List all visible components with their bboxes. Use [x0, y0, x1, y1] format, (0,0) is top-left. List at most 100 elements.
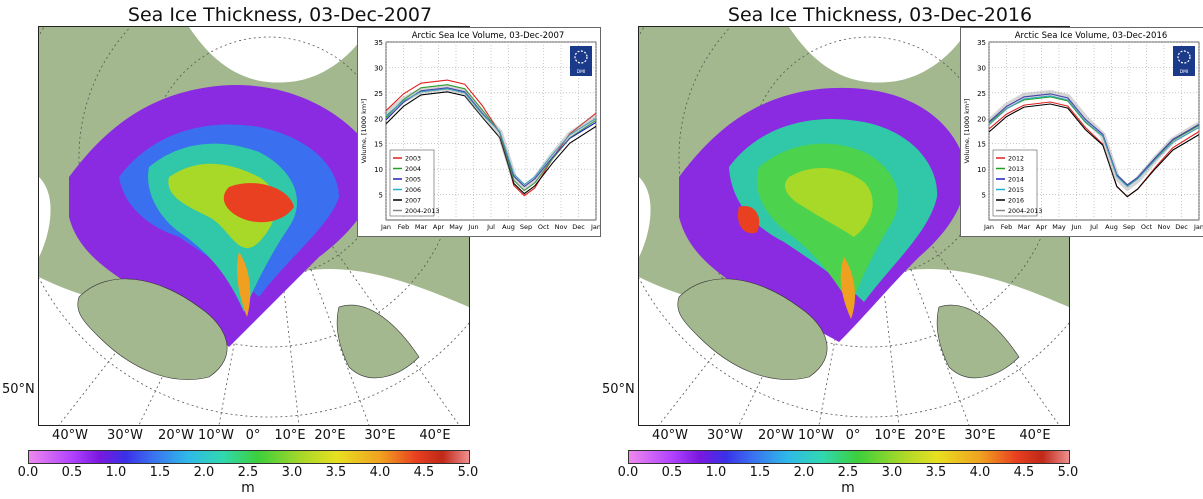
xtick-label: Mar	[415, 223, 428, 231]
colorbar-tick: 1.5	[749, 465, 771, 480]
colorbar-tick: 2.5	[837, 465, 859, 480]
series-line	[988, 95, 1200, 188]
legend-label: 2013	[1008, 166, 1024, 173]
lat-label: 50°N	[602, 382, 635, 397]
lon-label: 10°W	[198, 428, 234, 443]
colorbar-tick: 4.5	[1013, 465, 1035, 480]
legend-label: 2004	[405, 166, 421, 173]
inset-title: Arctic Sea Ice Volume, 03-Dec-2016	[1015, 31, 1168, 41]
xtick-label: Jul	[1089, 223, 1098, 231]
lon-labels: 40°W 30°W 20°W 10°W 0° 10°E 20°E 30°E 40…	[38, 428, 468, 444]
colorbar-tick: 0.0	[17, 465, 39, 480]
xtick-label: Jul	[486, 223, 495, 231]
colorbar-tick: 3.5	[325, 465, 347, 480]
series-line	[384, 84, 598, 192]
lon-labels: 40°W 30°W 20°W 10°W 0° 10°E 20°E 30°E 40…	[638, 428, 1068, 444]
ytick-label: 35	[977, 39, 986, 47]
colorbar-tick: 4.0	[969, 465, 991, 480]
colorbar-tick: 5.0	[457, 465, 479, 480]
lon-label: 10°E	[874, 428, 906, 443]
xtick-label: May	[1052, 223, 1066, 231]
volume-inset-chart: Arctic Sea Ice Volume, 03-Dec-2016 5 10 15 2…	[960, 27, 1203, 237]
inset-svg: Arctic Sea Ice Volume, 03-Dec-2007 5 10 15 2…	[360, 31, 600, 231]
xtick-label: Jan	[1193, 223, 1203, 231]
ytick-label: 35	[374, 39, 383, 47]
ytick-label: 15	[977, 141, 986, 149]
map-panel-2016: Sea Ice Thickness, 03-Dec-2016	[600, 0, 1203, 499]
xtick-label: Sep	[1123, 223, 1135, 231]
colorbar-tick: 0.5	[61, 465, 83, 480]
colorbar-tick: 3.5	[925, 465, 947, 480]
xtick-label: Apr	[1036, 223, 1048, 231]
dmi-logo-ring	[574, 50, 588, 64]
xtick-label: Jan	[380, 223, 391, 231]
xtick-label: Mar	[1018, 223, 1031, 231]
legend-box	[389, 149, 435, 217]
xtick-label: Aug	[1105, 223, 1118, 231]
lon-label: 20°W	[158, 428, 194, 443]
series-line	[988, 101, 1200, 198]
ytick-label: 20	[977, 115, 986, 123]
lon-label: 30°W	[107, 428, 143, 443]
legend-label: 2004-2013	[405, 208, 439, 215]
xtick-label: May	[449, 223, 463, 231]
ytick-label: 30	[977, 64, 986, 72]
legend-label: 2005	[405, 177, 421, 184]
colorbar-tick: 1.5	[149, 465, 171, 480]
lon-label: 20°W	[758, 428, 794, 443]
lon-label: 20°E	[314, 428, 346, 443]
ytick-label: 5	[379, 192, 383, 200]
xtick-label: Feb	[1001, 223, 1013, 231]
colorbar-tick: 4.0	[369, 465, 391, 480]
ytick-label: 25	[374, 90, 383, 98]
legend-box	[992, 149, 1038, 217]
series-line	[988, 93, 1200, 186]
ytick-label: 15	[374, 141, 383, 149]
series-line	[385, 91, 597, 195]
xtick-label: Oct	[538, 223, 550, 231]
lon-label: 30°E	[964, 428, 996, 443]
colorbar-tick: 5.0	[1057, 465, 1079, 480]
colorbar-tick: 3.0	[281, 465, 303, 480]
series-line	[988, 103, 1200, 198]
dmi-logo-text: DMI	[1180, 69, 1189, 75]
legend-label: 2006	[405, 187, 421, 194]
series-line	[986, 89, 1201, 192]
legend-label: 2007	[405, 198, 421, 205]
xtick-label: Nov	[555, 223, 568, 231]
inset-svg: Arctic Sea Ice Volume, 03-Dec-2016 5 10 15 2…	[963, 31, 1203, 231]
ytick-label: 25	[977, 90, 986, 98]
map-title: Sea Ice Thickness, 03-Dec-2016	[727, 4, 1033, 26]
lon-label: 30°E	[364, 428, 396, 443]
colorbar-tick: 0.0	[617, 465, 639, 480]
colorbar-ticks: 0.0 0.5 1.0 1.5 2.0 2.5 3.0 3.5 4.0 4.5 …	[18, 465, 479, 481]
xtick-label: Oct	[1141, 223, 1153, 231]
lon-label: 40°W	[652, 428, 688, 443]
colorbar-tick: 2.0	[793, 465, 815, 480]
xtick-label: Jun	[1070, 223, 1081, 231]
colorbar-tick: 2.5	[237, 465, 259, 480]
lon-label: 40°E	[419, 428, 451, 443]
legend-label: 2004-2013	[1008, 208, 1042, 215]
colorbar-tick: 1.0	[705, 465, 727, 480]
xtick-label: Dec	[1175, 223, 1188, 231]
map-panel-2007: Sea Ice Thickness, 03-Dec-2007	[0, 0, 601, 499]
colorbar-tick: 3.0	[881, 465, 903, 480]
legend-label: 2015	[1008, 187, 1024, 194]
colorbar-ticks: 0.0 0.5 1.0 1.5 2.0 2.5 3.0 3.5 4.0 4.5 …	[618, 465, 1079, 481]
ytick-label: 30	[374, 64, 383, 72]
lon-label: 40°W	[52, 428, 88, 443]
series-line	[385, 88, 597, 186]
lon-label: 30°W	[707, 428, 743, 443]
lat-label: 50°N	[2, 382, 35, 397]
legend-label: 2016	[1008, 198, 1024, 205]
thickness-colorbar	[28, 450, 470, 464]
inset-title: Arctic Sea Ice Volume, 03-Dec-2007	[412, 31, 565, 41]
ylabel: Volume, [1000 km³]	[360, 99, 368, 164]
ytick-label: 5	[982, 192, 986, 200]
xtick-label: Jan	[983, 223, 994, 231]
colorbar-tick: 1.0	[105, 465, 127, 480]
lon-label: 10°W	[798, 428, 834, 443]
lon-label: 20°E	[914, 428, 946, 443]
legend-label: 2014	[1008, 177, 1024, 184]
